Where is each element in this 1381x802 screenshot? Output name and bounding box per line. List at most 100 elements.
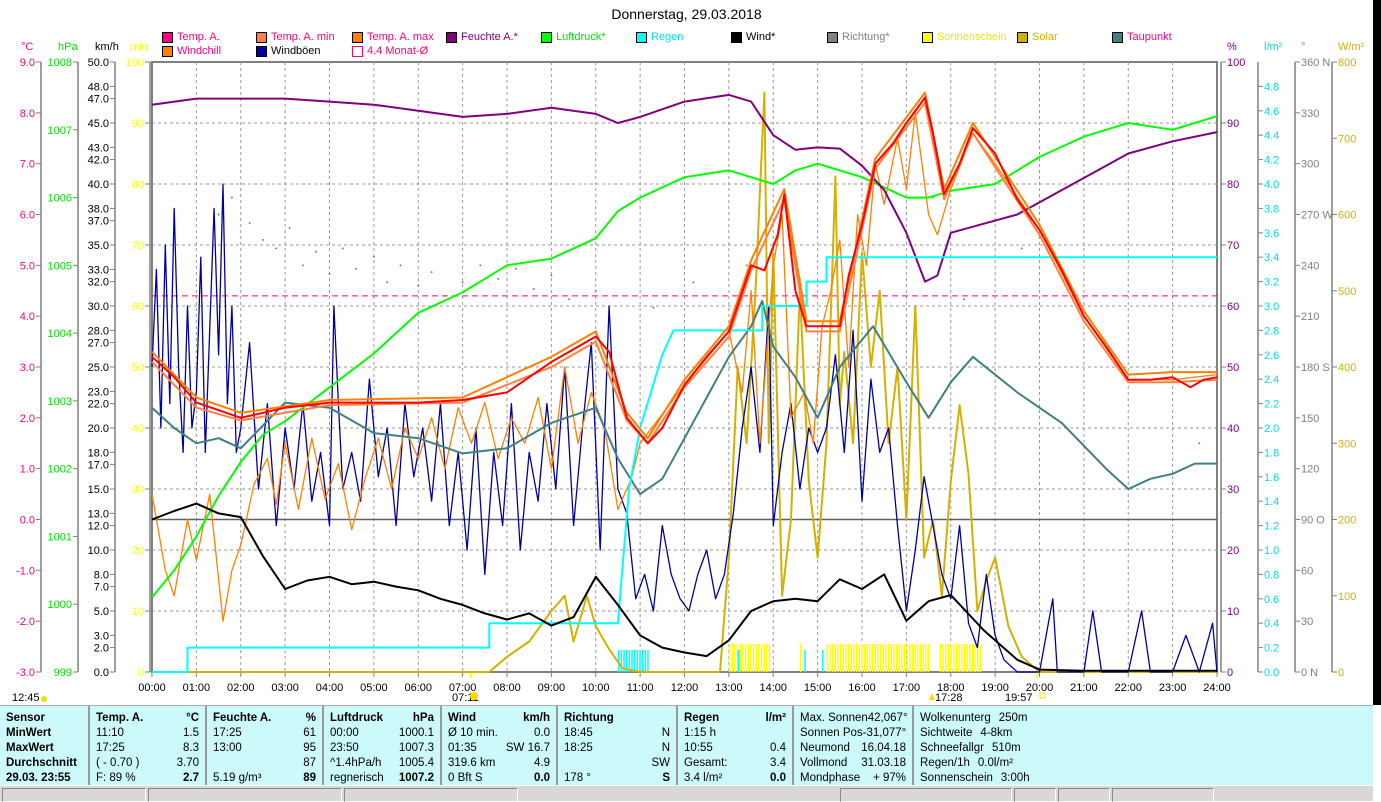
sunshine-bar (831, 644, 834, 672)
temp-unit: °C (186, 712, 199, 724)
wind-tick-label: 47.0 (88, 94, 109, 106)
wind-tick-label: 0.0 (94, 667, 109, 679)
wind-cell-label: Ø 10 min. (448, 727, 498, 739)
wind-tick-label: 33.0 (88, 264, 109, 276)
x-tick-label: 09:00 (538, 682, 566, 694)
sunshine-bar (731, 644, 734, 672)
rain-tick-label: 0.0 (1264, 667, 1279, 679)
humidity-tick-label: 80 (1227, 179, 1239, 191)
temp-tick-label: 1.0 (20, 464, 35, 476)
temp-tick-label: 7.0 (20, 159, 35, 171)
pressure-cell-value: 1000.1 (398, 727, 434, 739)
x-tick-label: 02:00 (227, 682, 255, 694)
wind-unit: km/h (523, 712, 550, 724)
x-tick-label: 16:00 (848, 682, 876, 694)
rain-cell-label: 10:55 (684, 742, 713, 754)
direction-dot (288, 227, 291, 230)
sunshine-bar (744, 644, 747, 672)
x-tick-label: 13:00 (715, 682, 743, 694)
humidity-tick-label: 30 (1227, 484, 1239, 496)
wind-tick-label: 8.0 (94, 569, 109, 581)
rain-cell-label: Gesamt: (684, 757, 728, 769)
humidity-unit: % (305, 712, 316, 724)
sunshine-bar (974, 644, 976, 672)
rain-bar (628, 650, 631, 672)
sunshine-bar (728, 644, 731, 672)
direction-cell-value: S (662, 772, 670, 784)
wind-tick-label: 5.0 (94, 606, 109, 618)
row-label-max: MaxWert (6, 742, 54, 754)
pressure-tick-label: 1002 (48, 464, 72, 476)
pressure-unit: hPa (412, 712, 434, 724)
legend-item: Regen (636, 31, 683, 43)
wind-cell-value: 4.9 (534, 757, 550, 769)
temp-tick-label: -1.0 (16, 565, 35, 577)
x-tick-label: 11:00 (627, 682, 654, 694)
legend-item: Richtung* (827, 31, 890, 43)
x-tick-label: 06:00 (404, 682, 432, 694)
weather-chart: 9.08.07.06.05.04.03.02.01.00.0-1.0-2.0-3… (12, 41, 1365, 704)
pressure-tick-label: 1006 (48, 193, 72, 205)
astro-value: 16.04.18 (861, 742, 906, 754)
direction-dot (372, 255, 375, 258)
sunshine-bar (863, 644, 866, 672)
sunshine-bar (755, 644, 757, 672)
rain-tick-label: 1.8 (1264, 447, 1279, 459)
sunshine-bar (866, 644, 868, 672)
x-tick-label: 19:00 (981, 682, 1009, 694)
sunshine-bar (917, 644, 919, 672)
astro-value: -31,077° (862, 727, 907, 739)
direction-dot (430, 271, 433, 274)
direction-dot (315, 250, 318, 253)
astro-label: Sonnen Pos (800, 727, 863, 739)
humidity-tick-label: 70 (1227, 240, 1239, 252)
pressure-tick-label: 1005 (48, 260, 72, 272)
legend-swatch (162, 31, 173, 43)
sunshine-bar (853, 644, 855, 672)
legend-swatch (256, 31, 267, 43)
pressure-cell-label: 23:50 (330, 742, 359, 754)
misc-label: Regen/1h (920, 757, 970, 769)
sunshine-bar (971, 644, 974, 672)
direction-dot (745, 264, 748, 267)
temp-tick-label: 6.0 (20, 210, 35, 222)
x-tick-label: 14:00 (759, 682, 787, 694)
sunshine-bar (952, 644, 955, 672)
misc-value: 3:00h (1000, 772, 1030, 784)
legend-swatch (541, 31, 552, 43)
rain-unit-label: l/m² (1264, 41, 1283, 53)
sunshine-bar (890, 644, 892, 672)
row-label-current: 29.03. 23:55 (6, 772, 71, 784)
sunshine-bar (906, 644, 908, 672)
direction-tick-label: 270 W (1301, 210, 1333, 222)
sunshine-bar (837, 644, 839, 672)
humidity-tick-label: 20 (1227, 545, 1239, 557)
solar-tick-label: 0 (1338, 667, 1344, 679)
sunshine-bar (858, 644, 860, 672)
direction-dot (568, 298, 571, 301)
direction-dot (417, 284, 420, 287)
humidity-cell-value: 89 (303, 772, 316, 784)
sunshine-bar (855, 644, 858, 672)
direction-dot (461, 281, 464, 284)
legend-item: Temp. A. min (256, 31, 335, 43)
direction-dot (692, 281, 695, 284)
sunshine-bar (882, 644, 884, 672)
rain-tick-label: 0.8 (1264, 569, 1279, 581)
direction-tick-label: 120 (1301, 464, 1319, 476)
wind-cell-value: 0.0 (534, 772, 550, 784)
direction-tick-label: 240 (1301, 260, 1319, 272)
col-misc: Wolkenunterg 250m Sichtweite 4-8km Schneefal… (914, 706, 1030, 786)
sunshine-bar (850, 644, 852, 672)
legend-label: 4.4 Monat-Ø (367, 45, 429, 57)
sunshine-bar (960, 644, 963, 672)
sunshine-bar (909, 644, 911, 672)
legend-item: Feuchte A.* (446, 31, 518, 43)
astro-label: Neumond (800, 742, 850, 754)
sunshine-bar (979, 644, 982, 672)
wind-tick-label: 42.0 (88, 155, 109, 167)
rain-bar (620, 650, 623, 672)
legend-item: Windböen (256, 45, 321, 57)
sunshine-bar (963, 644, 966, 672)
col-rain: Regen l/m² 1:15 h 10:55 0.4 Gesamt: 3.4 3.4 l/m… (678, 706, 794, 786)
